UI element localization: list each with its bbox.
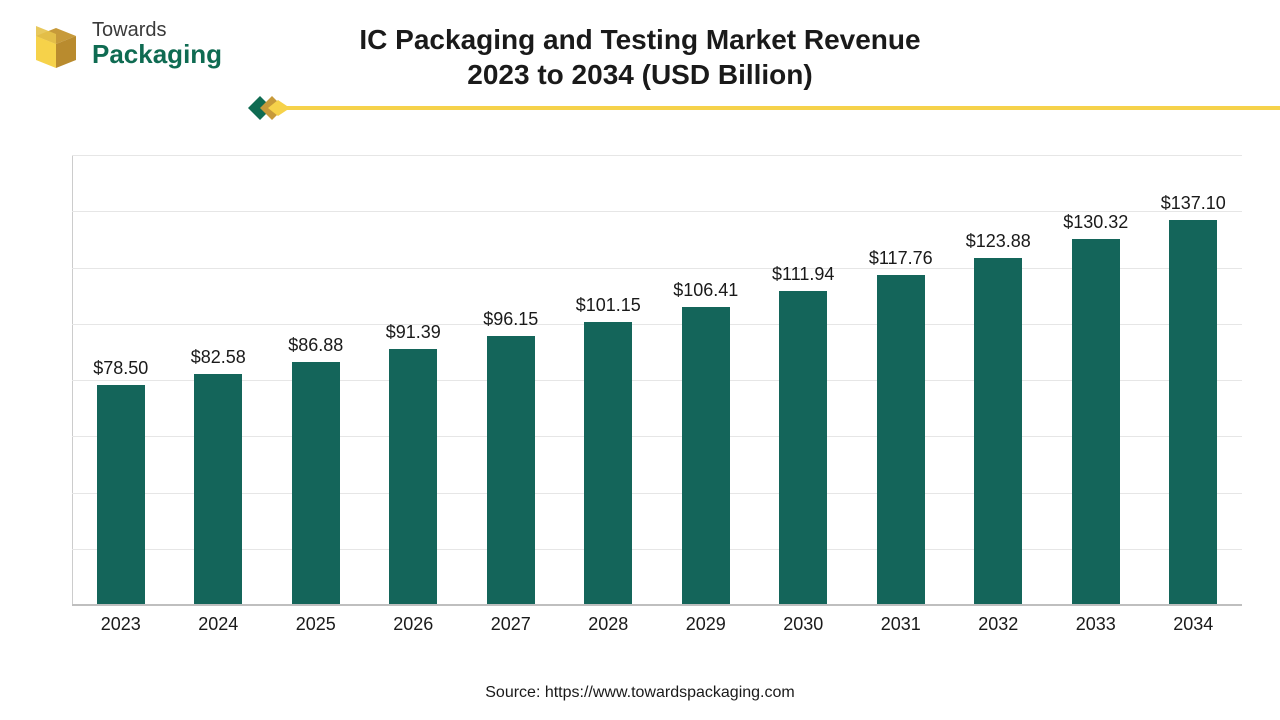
bar [292,362,340,606]
bar [194,374,242,606]
bar [682,307,730,606]
x-axis-label: 2034 [1145,614,1243,635]
diamond-icon [248,96,272,120]
bar-slot: $86.88 [267,156,365,606]
bar-slot: $101.15 [560,156,658,606]
bar [389,349,437,606]
x-axis-label: 2029 [657,614,755,635]
x-axis-label: 2033 [1047,614,1145,635]
bar [487,336,535,606]
bar-value-label: $86.88 [288,335,343,356]
x-axis-label: 2030 [755,614,853,635]
bar-value-label: $117.76 [869,248,933,269]
bar [1072,239,1120,606]
bar-slot: $91.39 [365,156,463,606]
bar-slot: $78.50 [72,156,170,606]
bar-value-label: $82.58 [191,347,246,368]
bar [779,291,827,606]
bar [97,385,145,606]
x-axis-label: 2026 [365,614,463,635]
bar-slot: $123.88 [950,156,1048,606]
x-axis-baseline [72,604,1242,606]
page: Towards Packaging IC Packaging and Testi… [0,0,1280,720]
bar [974,258,1022,606]
bar-value-label: $101.15 [576,295,641,316]
title-divider [248,96,1280,120]
x-axis-label: 2023 [72,614,170,635]
x-axis-label: 2028 [560,614,658,635]
bar-slot: $137.10 [1145,156,1243,606]
bar-value-label: $130.32 [1063,212,1128,233]
x-axis-label: 2025 [267,614,365,635]
bar-slot: $111.94 [755,156,853,606]
x-axis-label: 2031 [852,614,950,635]
bar [1169,220,1217,606]
bar-slot: $117.76 [852,156,950,606]
bar-slot: $96.15 [462,156,560,606]
title-line2: 2023 to 2034 (USD Billion) [0,57,1280,92]
bar [584,322,632,606]
source-text: Source: https://www.towardspackaging.com [0,684,1280,702]
bar-slot: $106.41 [657,156,755,606]
title-line1: IC Packaging and Testing Market Revenue [0,22,1280,57]
bar-value-label: $123.88 [966,231,1031,252]
bar [877,275,925,606]
bar-value-label: $91.39 [386,322,441,343]
x-axis-labels: 2023202420252026202720282029203020312032… [72,614,1242,635]
bar-value-label: $106.41 [673,280,738,301]
bar-value-label: $137.10 [1161,193,1226,214]
bar-slot: $130.32 [1047,156,1145,606]
divider-line [278,106,1280,110]
x-axis-label: 2027 [462,614,560,635]
bar-chart: $78.50 $82.58 $86.88 $91.39 $96.15 $101.15 $10… [72,156,1242,606]
bars-container: $78.50 $82.58 $86.88 $91.39 $96.15 $101.15 $10… [72,156,1242,606]
x-axis-label: 2032 [950,614,1048,635]
bar-value-label: $78.50 [93,358,148,379]
bar-slot: $82.58 [170,156,268,606]
bar-value-label: $111.94 [772,264,834,285]
x-axis-label: 2024 [170,614,268,635]
bar-value-label: $96.15 [483,309,538,330]
chart-title: IC Packaging and Testing Market Revenue … [0,22,1280,92]
